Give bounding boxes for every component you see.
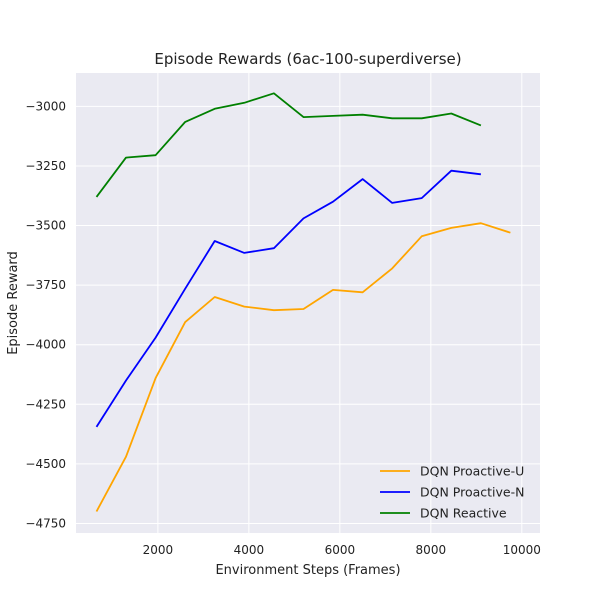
x-tick-label: 6000 [325, 543, 356, 557]
x-tick-label: 2000 [143, 543, 174, 557]
y-tick-label: −4250 [25, 397, 66, 411]
y-tick-label: −4500 [25, 457, 66, 471]
legend-label: DQN Proactive-N [420, 485, 524, 500]
y-tick-label: −3250 [25, 159, 66, 173]
y-tick-label: −3500 [25, 219, 66, 233]
series-line-3 [95, 92, 482, 198]
series-line-1 [95, 222, 511, 512]
y-tick-label: −3750 [25, 278, 66, 292]
x-tick-label: 8000 [416, 543, 447, 557]
legend-label: DQN Reactive [420, 506, 507, 521]
y-tick-label: −4000 [25, 338, 66, 352]
y-axis-label: Episode Reward [6, 251, 21, 355]
chart-title: Episode Rewards (6ac-100-superdiverse) [154, 50, 461, 68]
series-group [95, 92, 511, 512]
tick-labels: 2000 4000 6000 8000 10000 −3000 −3250 −3500 −375… [25, 99, 540, 557]
plot-area [76, 73, 540, 533]
x-tick-label: 4000 [234, 543, 265, 557]
x-tick-label: 10000 [503, 543, 541, 557]
legend-label: DQN Proactive-U [420, 464, 524, 479]
y-tick-label: −4750 [25, 516, 66, 530]
series-line-2 [95, 169, 482, 428]
x-axis-label: Environment Steps (Frames) [215, 563, 400, 578]
legend: DQN Proactive-U DQN Proactive-N DQN Reacti… [380, 464, 524, 521]
y-tick-label: −3000 [25, 99, 66, 113]
